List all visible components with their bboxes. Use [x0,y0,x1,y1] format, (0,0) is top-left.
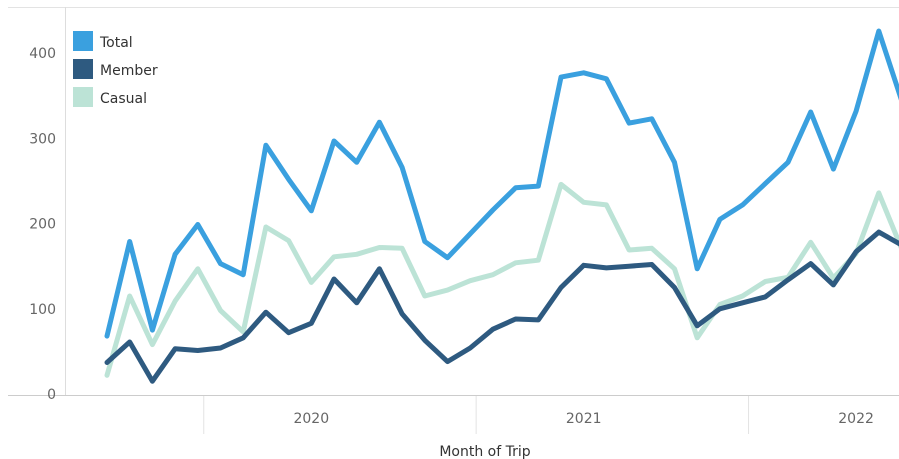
y-tick-label: 200 [29,217,56,233]
legend-swatch-member [73,59,93,79]
legend-swatch-casual [73,87,93,107]
x-axis-ticks: 2020202120222023 [204,396,899,434]
legend-label-total: Total [99,35,133,51]
y-tick-label: 400 [29,46,56,62]
legend-swatch-total [73,31,93,51]
x-tick-label: 2020 [293,411,329,427]
x-axis-title: Month of Trip [439,444,530,459]
legend-label-casual: Casual [100,91,147,107]
y-tick-label: 300 [29,131,56,147]
series-line-member [107,216,899,381]
series-line-total [107,31,899,336]
y-axis-ticks: 0 100 200 300 400 [29,46,56,403]
series-lines [107,31,899,381]
x-tick-label: 2022 [838,411,874,427]
y-tick-label: 100 [29,302,56,318]
legend: Total Member Casual [73,31,158,107]
y-tick-label: 0 [47,387,56,403]
x-tick-label: 2021 [566,411,602,427]
legend-label-member: Member [100,63,158,79]
